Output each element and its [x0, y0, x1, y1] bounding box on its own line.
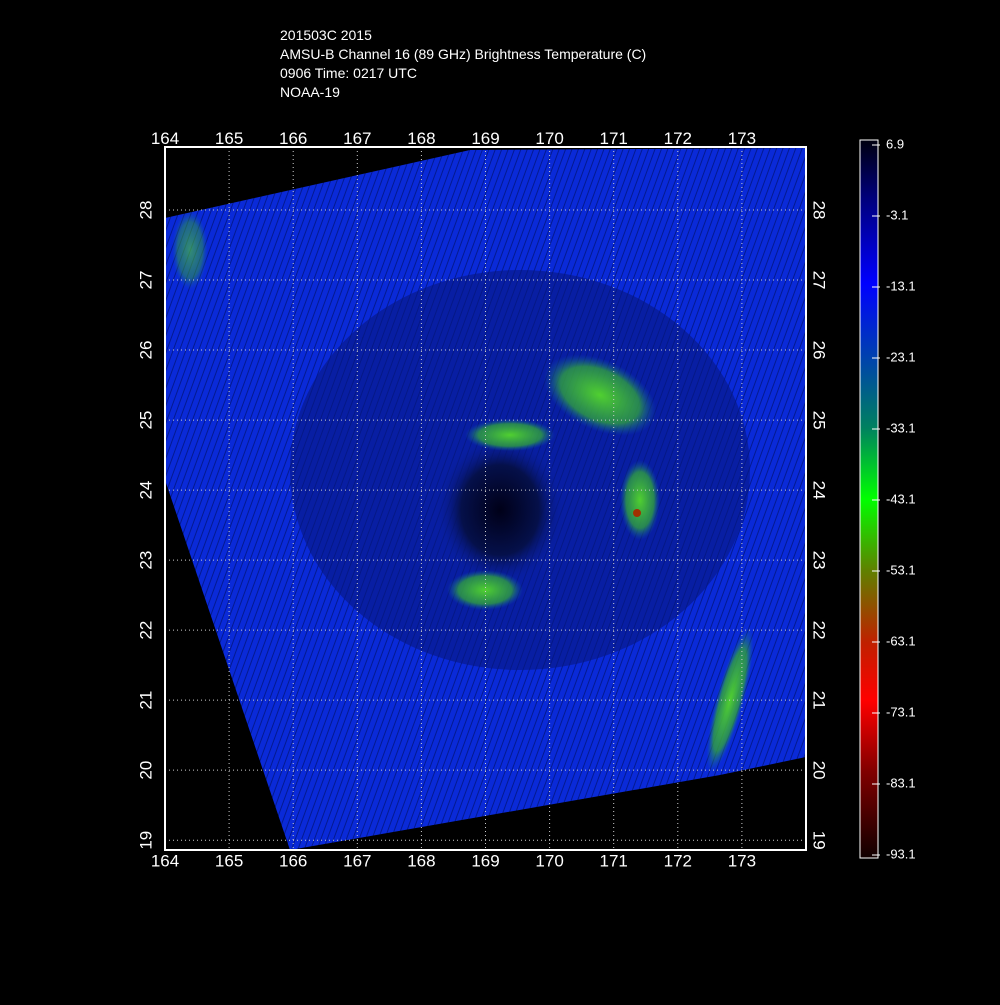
- title-line: NOAA-19: [280, 84, 340, 100]
- x-tick-label: 171: [600, 851, 628, 870]
- y-tick-label: 26: [136, 341, 155, 360]
- colorbar-tick-label: -73.1: [886, 704, 916, 719]
- map-frame: [164, 146, 807, 851]
- y-tick-label: 28: [136, 201, 155, 220]
- x-tick-label: 167: [343, 129, 371, 148]
- title-block: 201503C 2015 AMSU-B Channel 16 (89 GHz) B…: [280, 27, 646, 100]
- title-line: 201503C 2015: [280, 27, 372, 43]
- y-tick-label: 23: [810, 551, 829, 570]
- y-tick-label: 24: [136, 481, 155, 500]
- satellite-swath: [165, 148, 806, 850]
- colorbar-tick-label: -23.1: [886, 349, 916, 364]
- colorbar-tick-label: -53.1: [886, 562, 916, 577]
- y-tick-label: 27: [810, 271, 829, 290]
- title-line: AMSU-B Channel 16 (89 GHz) Brightness Te…: [280, 46, 646, 62]
- x-tick-label: 166: [279, 851, 307, 870]
- x-tick-label: 170: [535, 129, 563, 148]
- x-tick-label: 169: [471, 851, 499, 870]
- y-tick-label: 26: [810, 341, 829, 360]
- x-tick-label: 164: [151, 851, 179, 870]
- y-tick-label: 22: [810, 621, 829, 640]
- x-tick-label: 172: [664, 851, 692, 870]
- x-tick-label: 173: [728, 129, 756, 148]
- y-tick-label: 20: [136, 761, 155, 780]
- x-tick-label: 172: [664, 129, 692, 148]
- y-tick-label: 21: [810, 691, 829, 710]
- colorbar-tick-label: -63.1: [886, 633, 916, 648]
- x-tick-label: 168: [407, 851, 435, 870]
- y-tick-label: 21: [136, 691, 155, 710]
- x-tick-label: 173: [728, 851, 756, 870]
- x-tick-label: 165: [215, 851, 243, 870]
- y-tick-label: 27: [136, 271, 155, 290]
- x-tick-label: 168: [407, 129, 435, 148]
- colorbar-tick-label: -3.1: [886, 207, 908, 222]
- x-tick-label: 165: [215, 129, 243, 148]
- title-line: 0906 Time: 0217 UTC: [280, 65, 417, 81]
- colorbar-tick-label: 6.9: [886, 136, 904, 151]
- y-tick-label: 23: [136, 551, 155, 570]
- x-tick-label: 164: [151, 129, 179, 148]
- x-tick-label: 170: [535, 851, 563, 870]
- x-tick-label: 169: [471, 129, 499, 148]
- y-tick-label: 19: [810, 831, 829, 850]
- grid: [164, 147, 806, 850]
- y-tick-label: 25: [136, 411, 155, 430]
- y-tick-label: 20: [810, 761, 829, 780]
- colorbar: [859, 139, 879, 859]
- colorbar-tick-label: -13.1: [886, 278, 916, 293]
- colorbar-tick-label: -43.1: [886, 491, 916, 506]
- x-tick-label: 167: [343, 851, 371, 870]
- y-tick-label: 19: [136, 831, 155, 850]
- y-tick-label: 22: [136, 621, 155, 640]
- colorbar-tick-label: -33.1: [886, 420, 916, 435]
- colorbar-tick-label: -83.1: [886, 775, 916, 790]
- x-tick-label: 171: [600, 129, 628, 148]
- x-tick-label: 166: [279, 129, 307, 148]
- y-tick-label: 24: [810, 481, 829, 500]
- colorbar-tick-label: -93.1: [886, 846, 916, 861]
- y-tick-label: 28: [810, 201, 829, 220]
- y-tick-label: 25: [810, 411, 829, 430]
